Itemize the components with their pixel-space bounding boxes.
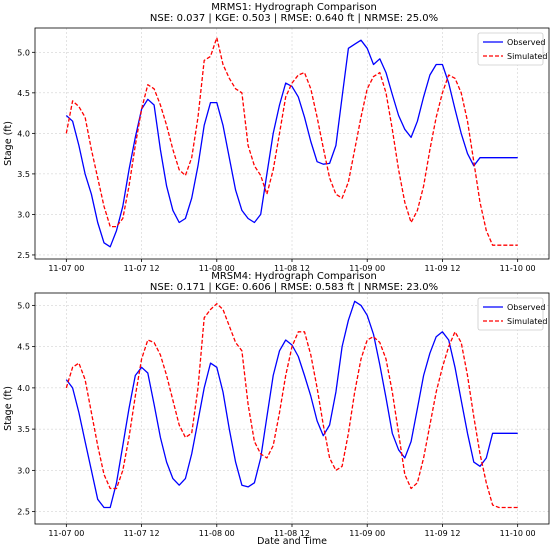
chart-mrms1: MRMS1: Hydrograph Comparison NSE: 0.037 … <box>3 2 550 273</box>
x-tick-label: 11-10 00 <box>500 264 536 273</box>
plot-frame <box>34 292 550 525</box>
y-tick-label: 3.0 <box>17 466 30 475</box>
x-tick-label: 11-09 00 <box>349 264 385 273</box>
x-tick-label: 11-08 00 <box>199 264 235 273</box>
legend: Observed Simulated <box>477 32 547 66</box>
y-tick-label: 3.5 <box>17 170 30 179</box>
x-tick-label: 11-07 12 <box>124 264 160 273</box>
x-tick-label: 11-09 00 <box>349 529 385 538</box>
y-axis-label: Stage (ft) <box>3 121 14 166</box>
y-axis-label: Stage (ft) <box>3 386 14 431</box>
x-tick-label: 11-08 12 <box>274 529 310 538</box>
y-tick-label: 3.0 <box>17 210 30 219</box>
y-tick-label: 2.5 <box>17 251 30 260</box>
legend: Observed Simulated <box>477 297 547 331</box>
y-tick-label: 4.0 <box>17 129 30 138</box>
plot-frame <box>34 27 550 260</box>
y-tick-label: 4.5 <box>17 89 30 98</box>
x-tick-label: 11-07 00 <box>48 264 84 273</box>
legend-observed-label: Observed <box>507 38 546 47</box>
series-line-observed <box>65 300 518 509</box>
series-line-simulated <box>65 303 518 509</box>
legend-simulated-label: Simulated <box>507 52 547 61</box>
y-tick-label: 5.0 <box>17 48 30 57</box>
legend-observed-label: Observed <box>507 303 546 312</box>
x-tick-label: 11-08 12 <box>274 264 310 273</box>
y-tick-label: 3.5 <box>17 425 30 434</box>
x-tick-label: 11-09 12 <box>424 264 460 273</box>
legend-simulated-label: Simulated <box>507 317 547 326</box>
chart-mrsm4: MRSM4: Hydrograph Comparison NSE: 0.171 … <box>3 271 550 538</box>
x-tick-label: 11-09 12 <box>424 529 460 538</box>
chart-title-line1: MRSM4: Hydrograph Comparison <box>211 271 377 282</box>
y-tick-label: 2.5 <box>17 508 30 517</box>
y-tick-label: 4.5 <box>17 343 30 352</box>
x-tick-label: 11-08 00 <box>199 529 235 538</box>
y-tick-label: 5.0 <box>17 301 30 310</box>
x-tick-label: 11-07 00 <box>48 529 84 538</box>
x-tick-label: 11-07 12 <box>124 529 160 538</box>
chart-title-line1: MRMS1: Hydrograph Comparison <box>211 2 377 13</box>
chart-title-line2: NSE: 0.037 | KGE: 0.503 | RMSE: 0.640 ft… <box>150 13 438 24</box>
x-axis-label: Date and Time <box>257 536 327 547</box>
series-line-simulated <box>65 37 518 246</box>
y-tick-label: 4.0 <box>17 384 30 393</box>
x-tick-label: 11-10 00 <box>500 529 536 538</box>
series-line-observed <box>65 39 518 248</box>
chart-title-line2: NSE: 0.171 | KGE: 0.606 | RMSE: 0.583 ft… <box>150 282 438 293</box>
